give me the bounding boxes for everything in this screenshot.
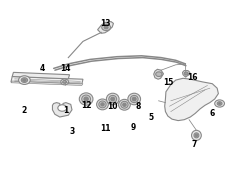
Ellipse shape (104, 26, 108, 29)
Text: 5: 5 (149, 112, 154, 122)
Text: 3: 3 (69, 127, 75, 136)
Text: 12: 12 (81, 101, 92, 110)
Ellipse shape (195, 134, 198, 137)
Ellipse shape (79, 93, 93, 105)
Text: 2: 2 (22, 106, 27, 115)
Polygon shape (98, 22, 113, 33)
Ellipse shape (128, 93, 141, 105)
Ellipse shape (111, 97, 115, 101)
Text: 15: 15 (163, 78, 173, 87)
Ellipse shape (156, 72, 162, 76)
Text: 6: 6 (210, 109, 215, 118)
Polygon shape (11, 76, 83, 85)
Ellipse shape (194, 133, 199, 138)
Text: 7: 7 (191, 140, 197, 149)
Ellipse shape (99, 101, 106, 108)
Ellipse shape (19, 76, 30, 84)
Ellipse shape (123, 103, 126, 106)
Ellipse shape (82, 95, 91, 103)
Text: 8: 8 (135, 102, 141, 111)
Ellipse shape (119, 99, 130, 110)
Text: 13: 13 (100, 19, 110, 28)
Polygon shape (154, 69, 163, 79)
Ellipse shape (215, 100, 224, 107)
Ellipse shape (102, 24, 111, 31)
Ellipse shape (21, 78, 28, 82)
Ellipse shape (132, 97, 136, 101)
Text: 9: 9 (130, 123, 136, 132)
Ellipse shape (97, 99, 108, 110)
Polygon shape (52, 103, 72, 117)
Polygon shape (183, 71, 190, 77)
Ellipse shape (121, 101, 128, 108)
Ellipse shape (192, 130, 201, 140)
Ellipse shape (130, 95, 138, 103)
Ellipse shape (23, 79, 26, 81)
Ellipse shape (219, 103, 221, 104)
Text: 4: 4 (40, 64, 45, 73)
Text: 1: 1 (63, 106, 69, 115)
Ellipse shape (84, 97, 88, 101)
Ellipse shape (101, 103, 104, 106)
Ellipse shape (184, 72, 188, 75)
Polygon shape (11, 81, 83, 86)
Text: 16: 16 (187, 73, 198, 82)
Text: 10: 10 (107, 102, 118, 111)
Text: 11: 11 (100, 124, 110, 133)
Ellipse shape (109, 95, 117, 103)
Ellipse shape (217, 102, 222, 105)
Ellipse shape (58, 105, 67, 111)
Ellipse shape (63, 80, 67, 83)
Ellipse shape (61, 79, 69, 85)
Ellipse shape (106, 93, 119, 105)
Text: 14: 14 (61, 64, 71, 73)
Polygon shape (12, 72, 70, 79)
Polygon shape (165, 78, 218, 121)
